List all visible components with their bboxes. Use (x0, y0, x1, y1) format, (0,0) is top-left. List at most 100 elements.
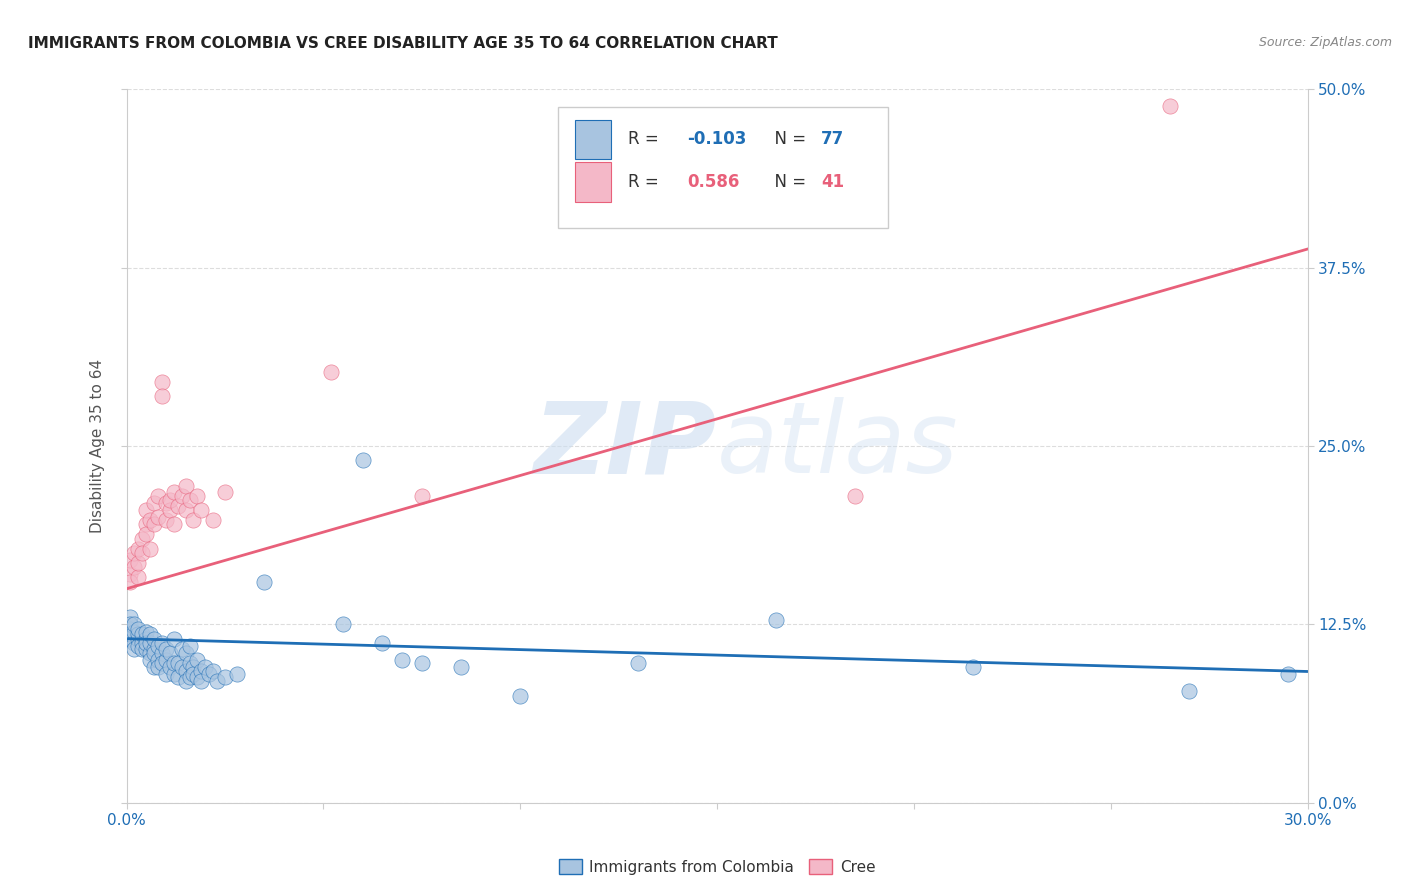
Point (127, 632, 149, 646)
Text: -0.103: -0.103 (688, 130, 747, 148)
Point (143, 641, 166, 656)
Point (150, 656, 173, 670)
Point (139, 636, 162, 650)
Point (214, 670, 236, 684)
Point (411, 489, 433, 503)
Point (391, 653, 413, 667)
Point (170, 660, 193, 674)
Point (159, 660, 181, 674)
Point (143, 660, 166, 674)
Point (159, 503, 181, 517)
Point (179, 639, 201, 653)
Point (143, 496, 166, 510)
Point (135, 624, 157, 639)
Point (190, 665, 212, 679)
Point (202, 665, 225, 679)
Point (120, 574, 142, 589)
Point (124, 560, 146, 574)
Point (150, 646, 173, 660)
Point (170, 641, 193, 656)
Point (253, 574, 276, 589)
Point (127, 541, 149, 556)
Bar (575, 162, 610, 202)
Point (124, 636, 146, 650)
Point (844, 489, 866, 503)
Point (139, 653, 162, 667)
Point (131, 546, 153, 560)
Point (163, 517, 186, 532)
Point (127, 556, 149, 570)
Point (202, 513, 225, 527)
Point (155, 496, 177, 510)
Point (131, 641, 153, 656)
Point (183, 660, 205, 674)
Point (131, 627, 153, 641)
Point (174, 665, 197, 679)
Point (135, 503, 157, 517)
Point (166, 670, 188, 684)
Point (127, 622, 149, 636)
Point (509, 689, 531, 703)
Point (174, 674, 197, 689)
Point (159, 493, 181, 508)
Point (352, 453, 374, 467)
Point (127, 570, 149, 584)
Point (627, 656, 650, 670)
Point (120, 617, 142, 632)
Point (150, 389, 173, 403)
Point (194, 660, 217, 674)
Point (146, 653, 169, 667)
Point (166, 656, 188, 670)
Point (131, 532, 153, 546)
Text: atlas: atlas (717, 398, 959, 494)
Point (155, 653, 177, 667)
Point (135, 632, 157, 646)
Point (332, 617, 354, 632)
Point (205, 674, 228, 689)
Point (135, 636, 157, 650)
Point (1178, 684, 1201, 698)
Point (146, 510, 169, 524)
Point (146, 639, 169, 653)
Point (174, 646, 197, 660)
Point (179, 670, 201, 684)
Point (139, 646, 162, 660)
Point (120, 553, 142, 567)
Point (143, 517, 166, 532)
Point (139, 513, 162, 527)
Point (146, 489, 169, 503)
Point (163, 667, 186, 681)
Point (190, 503, 212, 517)
Y-axis label: Disability Age 35 to 64: Disability Age 35 to 64 (90, 359, 105, 533)
Point (166, 499, 188, 513)
Point (321, 365, 343, 379)
Point (124, 546, 146, 560)
Point (155, 513, 177, 527)
Point (120, 622, 142, 636)
Point (139, 541, 162, 556)
Point (1277, 667, 1299, 681)
Text: 41: 41 (821, 173, 844, 191)
Point (124, 641, 146, 656)
Point (127, 627, 149, 641)
Point (163, 484, 186, 499)
Point (183, 513, 205, 527)
Point (163, 632, 186, 646)
Point (198, 667, 221, 681)
Bar (575, 120, 610, 159)
Point (143, 632, 166, 646)
Point (186, 670, 208, 684)
Point (225, 667, 247, 681)
Point (179, 493, 201, 508)
Point (150, 375, 173, 389)
Point (155, 641, 177, 656)
Point (139, 627, 162, 641)
Point (150, 636, 173, 650)
Point (411, 656, 433, 670)
Point (159, 646, 181, 660)
Point (190, 674, 212, 689)
Point (127, 639, 149, 653)
Point (135, 517, 157, 532)
Point (143, 646, 166, 660)
Point (170, 489, 193, 503)
